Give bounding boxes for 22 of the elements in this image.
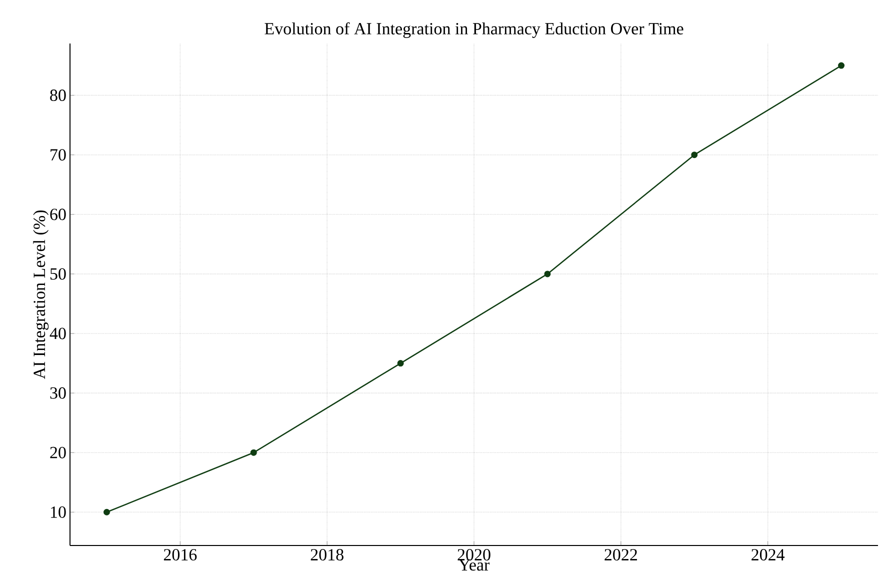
y-tick-label: 20 — [50, 446, 66, 458]
x-tick-label: 2016 — [164, 549, 197, 560]
y-tick-label: 40 — [50, 328, 66, 340]
point — [838, 62, 845, 69]
y-tick-label: 30 — [50, 387, 66, 399]
y-tick-label: 70 — [50, 149, 66, 161]
y-axis-title: AI Integration Level (%) — [33, 210, 49, 380]
y-tick-label: 80 — [50, 90, 66, 102]
x-tick-label: 2020 — [458, 549, 490, 560]
y-tick-label: 50 — [50, 268, 66, 280]
point — [397, 360, 404, 367]
point — [691, 152, 698, 158]
x-tick-label: 2024 — [752, 549, 785, 560]
y-tick-label: 60 — [50, 208, 66, 220]
point — [544, 270, 551, 278]
x-tick-label: 2022 — [604, 549, 637, 560]
x-tick-label: 2018 — [310, 549, 344, 560]
x-axis-title: Year — [458, 559, 490, 571]
y-tick-label: 10 — [50, 506, 66, 518]
chart-title: Evolution of AI Integration in Pharmacy Eduction Over Time — [264, 22, 684, 38]
point — [103, 508, 110, 516]
point — [250, 449, 257, 456]
